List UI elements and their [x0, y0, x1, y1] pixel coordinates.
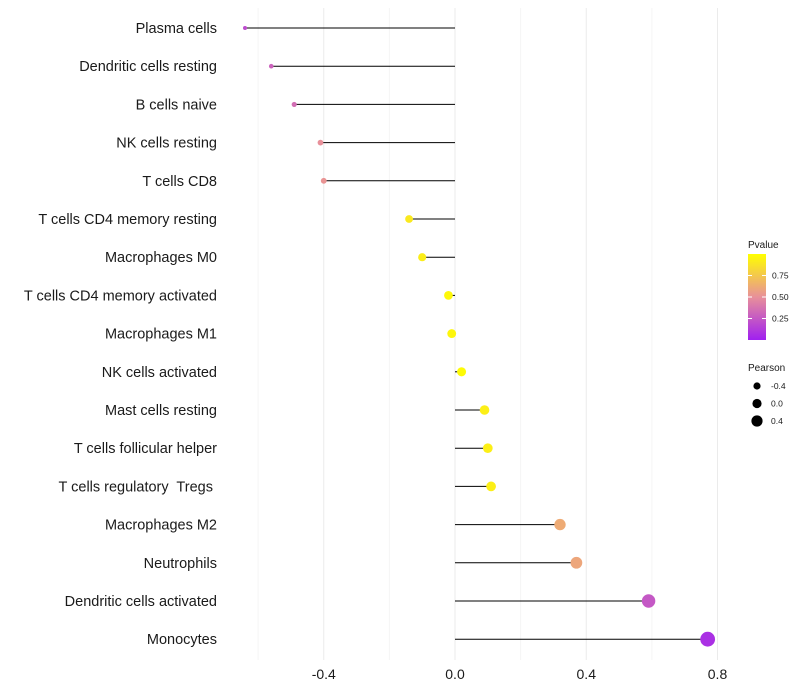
category-label: Neutrophils	[144, 556, 217, 572]
category-label: Macrophages M1	[105, 327, 217, 343]
size-legend-items: -0.4 0.0 0.4	[751, 381, 786, 427]
category-label: Macrophages M0	[105, 250, 217, 266]
category-label: T cells CD4 memory resting	[38, 212, 217, 228]
dots-layer	[243, 26, 716, 647]
category-label: T cells CD4 memory activated	[24, 288, 217, 304]
category-label: NK cells activated	[102, 365, 217, 381]
lollipop-dot	[243, 26, 247, 30]
stems-layer	[245, 27, 708, 640]
lollipop-dot	[486, 481, 496, 492]
category-label: T cells regulatory Tregs	[59, 479, 218, 495]
lollipop-dot	[317, 139, 324, 146]
color-legend-tick-label: 0.25	[772, 314, 789, 324]
category-label: Monocytes	[147, 632, 217, 648]
color-legend: Pvalue 0.75 0.50 0.25	[748, 240, 789, 340]
lollipop-dot	[479, 405, 490, 415]
lollipop-dot	[418, 253, 427, 262]
size-legend-label: 0.4	[771, 416, 783, 426]
lollipop-dot	[447, 329, 457, 339]
size-legend-label: -0.4	[771, 381, 786, 391]
size-legend-label: 0.0	[771, 399, 783, 409]
grid-layer	[257, 8, 718, 660]
color-legend-ticks: 0.75 0.50 0.25	[748, 271, 789, 324]
color-legend-tick-label: 0.75	[772, 271, 789, 281]
category-label: Mast cells resting	[105, 403, 217, 419]
category-label: T cells CD8	[142, 174, 217, 190]
size-legend-dot	[751, 415, 763, 427]
lollipop-dot	[570, 556, 583, 569]
size-legend-dot	[753, 382, 761, 390]
category-label: Dendritic cells activated	[65, 594, 217, 610]
color-legend-bar	[748, 254, 766, 340]
size-legend: Pearson -0.4 0.0 0.4	[748, 363, 786, 427]
size-legend-dot	[752, 398, 762, 409]
category-label: T cells follicular helper	[74, 441, 217, 457]
x-tick-label: 0.4	[577, 666, 597, 682]
lollipop-dot	[268, 63, 274, 69]
category-labels: Plasma cells Dendritic cells resting B cel…	[24, 21, 217, 648]
lollipop-dot	[291, 101, 297, 107]
x-tick-label: 0.8	[708, 666, 728, 682]
size-legend-title: Pearson	[748, 363, 785, 374]
lollipop-dot	[700, 631, 716, 647]
color-legend-tick-label: 0.50	[772, 292, 789, 302]
lollipop-dot	[457, 367, 467, 377]
x-tick-label: -0.4	[312, 666, 336, 682]
x-tick-label: 0.0	[445, 666, 465, 682]
lollipop-dot	[482, 443, 493, 454]
lollipop-dot	[405, 215, 413, 223]
category-label: Dendritic cells resting	[79, 59, 217, 75]
x-axis-ticks: -0.4 0.0 0.4 0.8	[312, 666, 728, 682]
category-label: B cells naive	[136, 97, 217, 113]
lollipop-dot	[554, 518, 566, 531]
lollipop-dot	[320, 177, 327, 184]
color-legend-title: Pvalue	[748, 240, 779, 251]
category-label: Macrophages M2	[105, 518, 217, 534]
lollipop-dot	[641, 594, 656, 608]
category-label: Plasma cells	[136, 21, 217, 37]
category-label: NK cells resting	[116, 136, 217, 152]
lollipop-dot	[444, 291, 453, 300]
